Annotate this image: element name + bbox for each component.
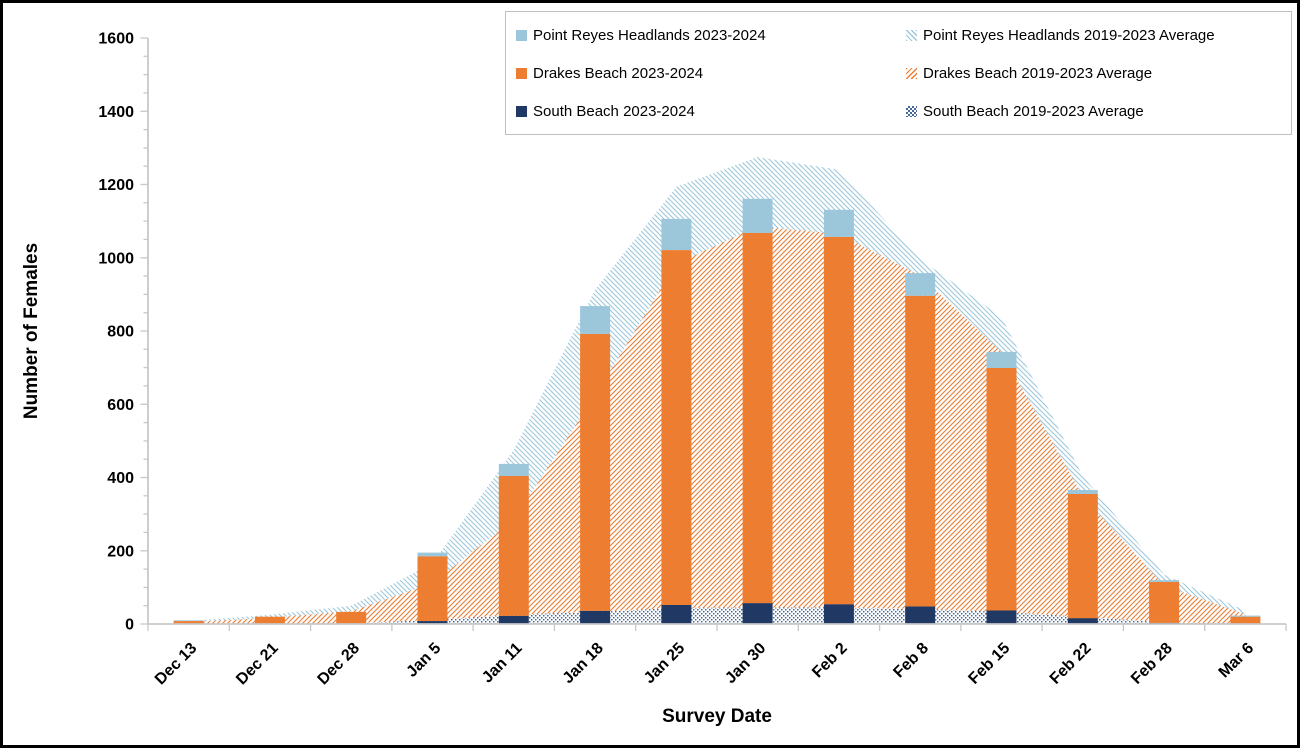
bar-segment — [823, 236, 854, 605]
legend-item-db-current: Drakes Beach 2023-2024 — [516, 65, 906, 82]
bar-segment — [742, 603, 773, 624]
bar-segment — [580, 333, 611, 611]
legend-item-prh-average: Point Reyes Headlands 2019-2023 Average — [906, 27, 1287, 44]
bar-segment — [1149, 580, 1180, 582]
bar-segment — [661, 218, 692, 250]
bar-segment — [1067, 494, 1098, 619]
legend-item-sb-current: South Beach 2023-2024 — [516, 103, 906, 120]
y-tick-label: 1000 — [98, 250, 134, 267]
legend-item-db-average: Drakes Beach 2019-2023 Average — [906, 65, 1287, 82]
legend-label: Drakes Beach 2023-2024 — [533, 64, 704, 82]
legend-label: South Beach 2019-2023 Average — [923, 102, 1144, 120]
bar-segment — [905, 606, 936, 624]
bar-segment — [498, 463, 529, 476]
bar-segment — [823, 604, 854, 624]
x-axis-title: Survey Date — [662, 706, 772, 727]
bar-segment — [580, 306, 611, 334]
x-tick-label: Feb 22 — [1047, 640, 1095, 688]
x-tick-label: Dec 28 — [315, 640, 364, 689]
y-tick-label: 400 — [107, 470, 134, 487]
bar-segment — [417, 621, 448, 624]
bar-segment — [661, 605, 692, 624]
x-tick-label: Jan 25 — [641, 640, 688, 687]
x-tick-label: Feb 15 — [965, 640, 1013, 688]
y-tick-label: 800 — [107, 324, 134, 341]
chart-svg: 0 200 400 600 800 1000 1200 1400 1600 Dec 13 Dec 2… — [21, 31, 1287, 727]
y-tick-label: 1200 — [98, 177, 134, 194]
bar-segment — [905, 295, 936, 607]
x-tick-label: Jan 30 — [722, 640, 769, 687]
x-tick-label: Dec 13 — [152, 640, 201, 689]
legend-label: South Beach 2023-2024 — [533, 102, 695, 120]
bar-segment — [905, 273, 936, 296]
x-tick-labels: Dec 13 Dec 21 Dec 28 Jan 5 Jan 11 Jan 18 Jan 2… — [152, 640, 1257, 689]
bar-segment — [417, 552, 448, 557]
bar-segment — [1230, 616, 1261, 624]
bar-segment — [742, 232, 773, 604]
x-tick-label: Jan 5 — [403, 640, 444, 681]
bar-segment — [823, 209, 854, 237]
prh-solid-swatch-icon — [516, 29, 527, 41]
current-season-bars — [173, 198, 1261, 624]
bar-segment — [417, 556, 448, 621]
area-db-average — [188, 226, 1246, 624]
bar-segment — [173, 621, 204, 624]
legend-item-sb-average: South Beach 2019-2023 Average — [906, 103, 1287, 120]
x-tick-label: Dec 21 — [233, 640, 282, 689]
x-tick-label: Feb 28 — [1128, 640, 1176, 688]
y-axis-title: Number of Females — [21, 243, 42, 419]
bar-segment — [498, 615, 529, 624]
bar-segment — [986, 610, 1017, 624]
bar-segment — [498, 476, 529, 616]
y-tick-label: 200 — [107, 543, 134, 560]
y-ticks: 0 200 400 600 800 1000 1200 1400 1600 — [98, 31, 148, 634]
sb-solid-swatch-icon — [516, 105, 527, 117]
bar-segment — [580, 610, 611, 624]
bar-segment — [1067, 490, 1098, 494]
bar-segment — [1230, 615, 1261, 617]
legend: Point Reyes Headlands 2023-2024 Point Re… — [505, 11, 1292, 135]
x-tick-label: Jan 18 — [560, 640, 607, 687]
bar-segment — [254, 616, 285, 624]
bar-segment — [1149, 581, 1180, 623]
bar-segment — [173, 620, 204, 621]
x-tick-label: Mar 6 — [1216, 640, 1258, 682]
average-areas — [188, 157, 1246, 624]
area-sb-average — [188, 607, 1246, 624]
legend-label: Point Reyes Headlands 2023-2024 — [533, 26, 766, 44]
db-solid-swatch-icon — [516, 67, 527, 79]
x-tick-label: Jan 11 — [479, 640, 526, 687]
y-tick-label: 0 — [125, 617, 134, 634]
legend-label: Point Reyes Headlands 2019-2023 Average — [923, 26, 1215, 44]
x-tick-label: Feb 8 — [890, 640, 932, 682]
x-ticks — [147, 624, 1287, 631]
bar-segment — [661, 250, 692, 605]
bar-segment — [1067, 618, 1098, 624]
x-tick-label: Feb 2 — [809, 640, 851, 682]
bar-segment — [336, 611, 367, 624]
bar-segment — [986, 351, 1017, 368]
y-tick-label: 1400 — [98, 104, 134, 121]
db-hatch-swatch-icon — [906, 67, 917, 79]
sb-dots-swatch-icon — [906, 105, 917, 117]
y-tick-label: 600 — [107, 397, 134, 414]
y-tick-label: 1600 — [98, 31, 134, 48]
chart-plot: 0 200 400 600 800 1000 1200 1400 1600 Dec 13 Dec 2… — [3, 3, 1297, 745]
bar-segment — [742, 198, 773, 233]
bar-segment — [986, 368, 1017, 611]
legend-label: Drakes Beach 2019-2023 Average — [923, 64, 1153, 82]
legend-item-prh-current: Point Reyes Headlands 2023-2024 — [516, 27, 906, 44]
prh-hatch-swatch-icon — [906, 29, 917, 41]
